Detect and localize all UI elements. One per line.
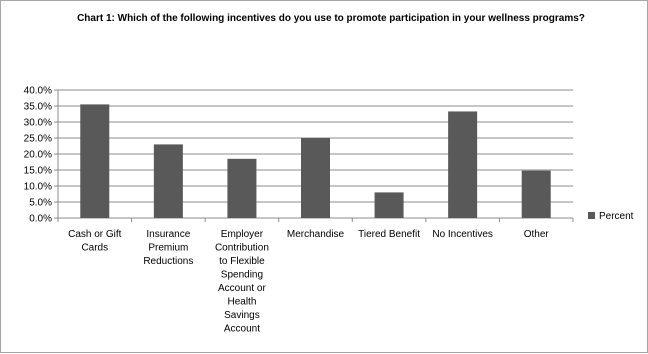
category-label: Employer — [221, 229, 264, 240]
category-label: to Flexible — [219, 256, 265, 267]
bar — [153, 144, 183, 218]
category-label: Tiered Benefit — [358, 229, 420, 240]
category-label: Insurance — [146, 229, 190, 240]
y-tick-label: 15.0% — [24, 166, 52, 177]
bar — [301, 138, 330, 218]
y-tick-label: 35.0% — [24, 102, 52, 113]
chart-title: Chart 1: Which of the following incentiv… — [77, 13, 585, 24]
category-label: Reductions — [143, 256, 193, 267]
category-label: Merchandise — [287, 229, 345, 240]
category-label: Account or — [218, 283, 266, 294]
y-tick-label: 10.0% — [24, 182, 52, 193]
category-label: Contribution — [215, 243, 269, 254]
bar — [521, 170, 551, 218]
category-label: Cash or Gift — [68, 229, 122, 240]
legend-label: Percent — [599, 211, 634, 222]
y-tick-label: 5.0% — [29, 198, 52, 209]
y-tick-label: 30.0% — [24, 118, 52, 129]
y-tick-label: 0.0% — [29, 214, 52, 225]
legend-swatch — [588, 212, 595, 219]
category-label: Account — [224, 324, 260, 335]
category-label: Health — [227, 297, 256, 308]
y-tick-label: 40.0% — [24, 86, 52, 97]
category-label: Cards — [81, 243, 108, 254]
bar — [227, 158, 257, 218]
bar — [80, 104, 110, 218]
y-tick-label: 25.0% — [24, 134, 52, 145]
bar — [374, 192, 404, 218]
category-label: Savings — [224, 310, 260, 321]
category-label: Other — [524, 229, 550, 240]
y-tick-label: 20.0% — [24, 150, 52, 161]
bar — [448, 111, 478, 218]
category-label: Spending — [221, 270, 263, 281]
category-label: Premium — [148, 243, 188, 254]
category-label: No Incentives — [432, 229, 493, 240]
